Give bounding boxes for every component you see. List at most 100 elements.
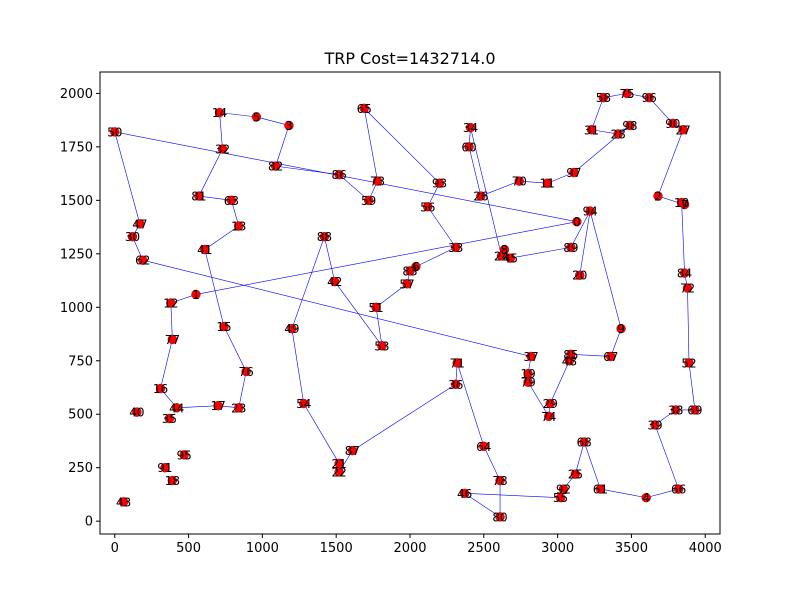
node-marker bbox=[479, 441, 489, 452]
route-edge bbox=[648, 97, 673, 124]
route-edge bbox=[142, 259, 532, 357]
node-marker bbox=[684, 358, 694, 368]
node-label: 47 bbox=[132, 217, 147, 231]
node-marker bbox=[402, 279, 412, 289]
route-edge bbox=[527, 381, 550, 417]
node-label: 25 bbox=[568, 468, 583, 482]
node-label: 23 bbox=[231, 401, 246, 415]
node-marker bbox=[545, 398, 555, 409]
node-marker bbox=[166, 298, 176, 308]
y-tick-label: 250 bbox=[68, 461, 93, 476]
route-edge bbox=[570, 354, 611, 357]
node-label: 48 bbox=[562, 354, 577, 368]
node-label: 65 bbox=[357, 102, 372, 116]
x-tick-label: 500 bbox=[176, 541, 201, 556]
node-label: 73 bbox=[370, 175, 385, 189]
node-labels: 0123456789101112131415161718192021222324… bbox=[107, 87, 702, 525]
node-label: 90 bbox=[665, 117, 680, 131]
node-marker bbox=[526, 351, 536, 362]
route-edge bbox=[375, 283, 408, 308]
node-label: 21 bbox=[332, 457, 347, 471]
node-label: 50 bbox=[107, 125, 122, 139]
node-label: 77 bbox=[165, 333, 180, 347]
x-tick-label: 3500 bbox=[615, 541, 648, 556]
node-marker bbox=[167, 334, 178, 345]
node-label: 43 bbox=[116, 495, 131, 509]
node-label: 33 bbox=[448, 241, 463, 255]
node-label: 18 bbox=[165, 474, 180, 488]
node-marker bbox=[579, 437, 589, 447]
node-label: 26 bbox=[473, 190, 488, 204]
x-axis: 0 500 1000 1500 2000 2500 3000 3500 4000 bbox=[111, 534, 722, 556]
node-marker bbox=[167, 475, 178, 486]
route-edge bbox=[256, 116, 290, 126]
route-edge bbox=[338, 174, 369, 201]
node-marker bbox=[372, 176, 383, 186]
node-label: 57 bbox=[399, 277, 414, 291]
route-edge bbox=[204, 225, 239, 250]
node-marker bbox=[405, 266, 415, 276]
node-marker bbox=[451, 242, 461, 253]
node-label: 82 bbox=[268, 160, 283, 174]
node-label: 62 bbox=[135, 254, 150, 268]
node-label: 6 bbox=[412, 260, 420, 274]
y-tick-label: 1500 bbox=[60, 194, 93, 209]
x-tick-label: 2000 bbox=[393, 541, 426, 556]
route-edge bbox=[681, 202, 685, 274]
node-marker bbox=[359, 103, 369, 114]
node-marker bbox=[200, 244, 210, 255]
node-label: 9 bbox=[617, 322, 625, 336]
node-label: 68 bbox=[577, 436, 592, 450]
node-label: 28 bbox=[611, 128, 626, 142]
node-label: 44 bbox=[169, 401, 184, 415]
node-marker bbox=[650, 420, 660, 430]
node-label: 42 bbox=[327, 275, 342, 289]
route-edge bbox=[114, 131, 141, 224]
route-edge bbox=[688, 362, 696, 410]
node-marker bbox=[110, 127, 120, 137]
node-label: 75 bbox=[619, 87, 634, 101]
route-edge bbox=[600, 488, 647, 498]
node-label: 86 bbox=[332, 168, 347, 182]
node-label: 97 bbox=[566, 166, 581, 180]
node-label: 92 bbox=[556, 483, 571, 497]
y-tick-label: 0 bbox=[85, 515, 93, 530]
node-marker bbox=[284, 120, 294, 131]
node-label: 41 bbox=[197, 243, 212, 257]
route-edge bbox=[610, 328, 622, 357]
x-tick-label: 2500 bbox=[467, 541, 500, 556]
node-label: 51 bbox=[368, 301, 383, 315]
route-edge bbox=[364, 108, 440, 184]
node-marker bbox=[575, 270, 585, 280]
route-edge bbox=[219, 112, 223, 150]
node-label: 74 bbox=[541, 410, 556, 424]
node-label: 27 bbox=[675, 123, 690, 137]
route-edge bbox=[583, 441, 601, 490]
node-marker bbox=[678, 125, 688, 135]
route-edge bbox=[547, 172, 574, 184]
node-marker bbox=[476, 191, 486, 201]
route-edge bbox=[160, 339, 173, 389]
node-marker bbox=[179, 450, 189, 460]
node-label: 95 bbox=[177, 448, 192, 462]
node-marker bbox=[334, 169, 344, 180]
x-tick-label: 1500 bbox=[320, 541, 353, 556]
node-label: 85 bbox=[563, 348, 578, 362]
route-edge bbox=[291, 328, 305, 404]
node-label: 30 bbox=[125, 230, 140, 244]
node-marker bbox=[241, 366, 251, 377]
node-label: 34 bbox=[463, 121, 478, 135]
node-marker bbox=[191, 289, 201, 300]
route-edge bbox=[591, 97, 604, 130]
node-label: 66 bbox=[671, 483, 686, 497]
node-label: 55 bbox=[553, 491, 568, 505]
node-marker bbox=[135, 219, 145, 229]
route-edge bbox=[570, 210, 591, 248]
route-edge bbox=[324, 236, 336, 282]
node-marker bbox=[653, 191, 663, 201]
node-marker bbox=[371, 302, 381, 312]
node-marker bbox=[671, 405, 681, 415]
node-label: 40 bbox=[129, 406, 144, 420]
node-label: 16 bbox=[153, 382, 168, 396]
node-label: 78 bbox=[492, 474, 507, 488]
